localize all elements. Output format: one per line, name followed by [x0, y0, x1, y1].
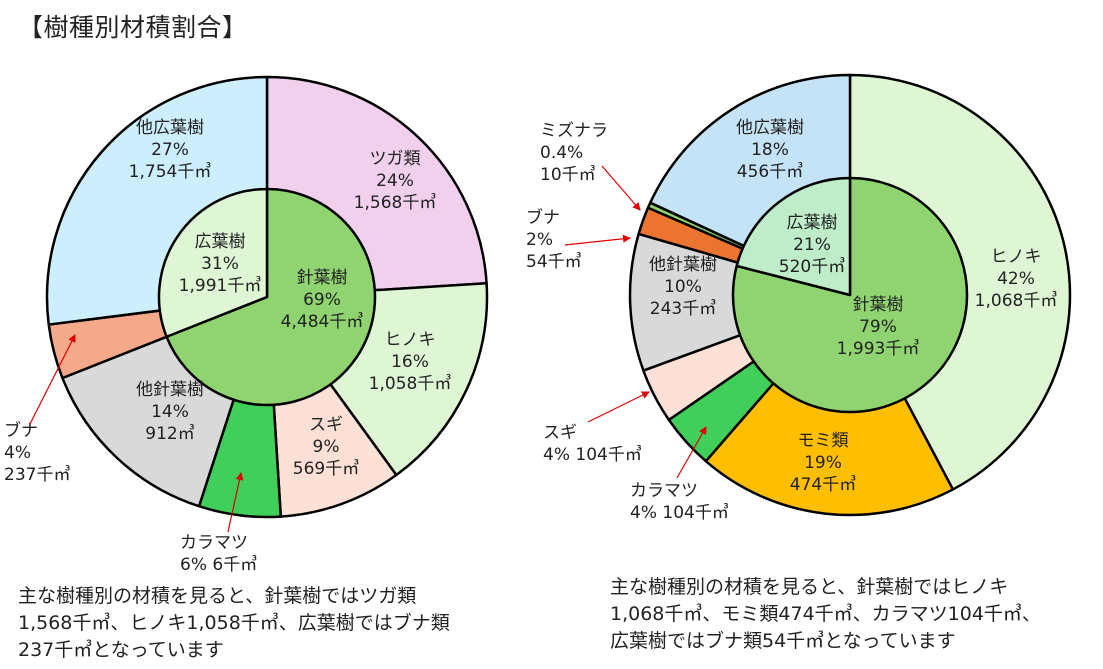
inner-label-0-1-line: 31% [201, 254, 239, 274]
outer-label-1-1: モミ類 19% 474千㎥ [790, 431, 856, 495]
inner-label-0-0-line: 4,484千㎥ [281, 312, 364, 332]
caption-line: 237千㎥となっています [18, 639, 224, 661]
inner-label-1-0-line: 針葉樹 [853, 295, 904, 315]
caption-line: 広葉樹ではブナ類54千㎥となっています [610, 630, 956, 652]
outer-label-0-6-line: 27% [151, 140, 189, 160]
ext-label-0-3: カラマツ 6% 6千㎥ [180, 533, 257, 575]
outer-label-0-4: 他針葉樹 14% 912㎥ [136, 380, 204, 444]
outer-label-0-1: ヒノキ 16% 1,058千㎥ [369, 330, 452, 394]
ext-label-0-5: ブナ 4% 237千㎥ [4, 420, 70, 485]
outer-label-1-7-line: 456千㎥ [737, 162, 803, 182]
inner-label-0-1-line: 1,991千㎥ [179, 276, 262, 296]
outer-label-1-1-line: 19% [804, 453, 842, 473]
outer-label-1-0-line: ヒノキ [991, 247, 1042, 267]
outer-label-1-7: 他広葉樹 18% 456千㎥ [736, 118, 804, 182]
ext-label-line: ブナ [4, 420, 38, 441]
ext-label-line: ミズナラ [540, 121, 608, 141]
ext-label-line: カラマツ [180, 533, 248, 553]
outer-label-1-0-line: 42% [997, 269, 1035, 289]
outer-label-0-1-line: ヒノキ [385, 330, 436, 350]
caption-right: 主な樹種別の材積を見ると、針葉樹ではヒノキ 1,068千㎥、モミ類474千㎥、カ… [610, 574, 1041, 655]
outer-label-1-4-line: 243千㎥ [650, 299, 716, 319]
outer-label-1-4-line: 10% [664, 277, 702, 297]
inner-label-0-0-line: 針葉樹 [297, 268, 348, 288]
inner-label-1-1-line: 広葉樹 [787, 213, 838, 233]
outer-label-0-4-line: 14% [151, 402, 189, 422]
caption-left: 主な樹種別の材積を見ると、針葉樹ではツガ類 1,568千㎥、ヒノキ1,058千㎥… [18, 583, 450, 664]
ext-label-line: 0.4% [540, 143, 583, 163]
caption-line: 1,568千㎥、ヒノキ1,058千㎥、広葉樹ではブナ類 [18, 612, 450, 634]
ext-label-line: スギ [543, 423, 577, 443]
slice-inner-1-1 [735, 176, 852, 297]
outer-label-0-0-line: ツガ類 [370, 149, 421, 169]
callout-arrow-1-6 [601, 165, 641, 211]
ext-label-1-6: ミズナラ 0.4% 10千㎥ [540, 121, 608, 185]
inner-label-1-0-line: 1,993千㎥ [837, 339, 920, 359]
inner-label-1-1: 広葉樹 21% 520千㎥ [779, 213, 845, 277]
outer-label-1-7-line: 他広葉樹 [736, 118, 804, 138]
outer-label-1-7-line: 18% [751, 140, 789, 160]
ext-label-line: 6% 6千㎥ [180, 555, 257, 575]
ext-label-line: 10千㎥ [540, 165, 596, 185]
outer-label-1-0: ヒノキ 42% 1,068千㎥ [975, 247, 1058, 311]
callout-arrow-0-5 [29, 334, 76, 425]
outer-label-0-0: ツガ類 24% 1,568千㎥ [354, 149, 437, 213]
outer-label-0-0-line: 1,568千㎥ [354, 193, 437, 213]
caption-line: 1,068千㎥、モミ類474千㎥、カラマツ104千㎥、 [610, 603, 1041, 625]
outer-label-0-6: 他広葉樹 27% 1,754千㎥ [129, 118, 212, 182]
outer-label-0-2: スギ 9% 569千㎥ [293, 415, 359, 479]
inner-label-1-0: 針葉樹 79% 1,993千㎥ [837, 295, 920, 359]
outer-label-0-2-line: 569千㎥ [293, 459, 359, 479]
outer-label-0-4-line: 912㎥ [145, 424, 194, 444]
inner-label-0-1: 広葉樹 31% 1,991千㎥ [179, 232, 262, 296]
inner-label-0-0-line: 69% [303, 290, 341, 310]
ext-label-line: カラマツ [630, 481, 698, 501]
inner-label-1-1-line: 520千㎥ [779, 257, 845, 277]
ext-label-line: 4% 104千㎥ [543, 445, 642, 465]
outer-label-1-1-line: モミ類 [798, 431, 849, 451]
slice-inner-0-1 [157, 187, 269, 339]
outer-label-0-2-line: 9% [313, 437, 340, 457]
inner-label-1-1-line: 21% [793, 235, 831, 255]
ext-label-line: 54千㎥ [526, 252, 582, 272]
ext-label-line: 4% [4, 443, 31, 463]
caption-line: 主な樹種別の材積を見ると、針葉樹ではツガ類 [18, 585, 417, 607]
ext-label-1-2: カラマツ 4% 104千㎥ [630, 481, 729, 523]
caption-line: 主な樹種別の材積を見ると、針葉樹ではヒノキ [610, 576, 1009, 598]
outer-label-1-4: 他針葉樹 10% 243千㎥ [649, 255, 717, 319]
outer-label-0-6-line: 1,754千㎥ [129, 162, 212, 182]
outer-label-0-0-line: 24% [376, 171, 414, 191]
inner-label-1-0-line: 79% [859, 317, 897, 337]
ext-label-line: ブナ [526, 207, 560, 228]
ext-label-1-3: スギ 4% 104千㎥ [543, 423, 642, 465]
outer-label-1-4-line: 他針葉樹 [649, 255, 717, 275]
ext-label-line: 237千㎥ [4, 465, 70, 485]
callout-arrow-1-2 [676, 426, 707, 479]
ext-label-line: 2% [526, 230, 553, 250]
outer-label-0-2-line: スギ [309, 415, 343, 435]
outer-label-1-1-line: 474千㎥ [790, 475, 856, 495]
callout-arrow-1-3 [587, 391, 650, 423]
outer-label-0-6-line: 他広葉樹 [136, 118, 204, 138]
inner-label-0-1-line: 広葉樹 [195, 232, 246, 252]
ext-label-1-5: ブナ 2% 54千㎥ [526, 207, 582, 272]
outer-label-0-4-line: 他針葉樹 [136, 380, 204, 400]
inner-label-0-0: 針葉樹 69% 4,484千㎥ [281, 268, 364, 332]
outer-label-1-0-line: 1,068千㎥ [975, 291, 1058, 311]
outer-label-0-1-line: 16% [391, 352, 429, 372]
page-title: 【樹種別材積割合】 [18, 13, 248, 42]
ext-label-line: 4% 104千㎥ [630, 503, 729, 523]
callout-arrow-0-3 [227, 472, 244, 533]
outer-label-0-1-line: 1,058千㎥ [369, 374, 452, 394]
callout-arrow-1-5 [564, 234, 631, 246]
slice-inner-0-0 [165, 187, 377, 407]
